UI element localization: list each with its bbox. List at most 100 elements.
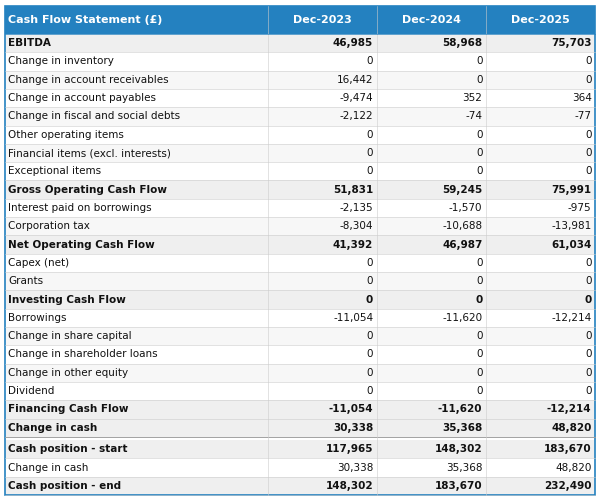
Text: 0: 0 [367,349,373,359]
Text: Change in cash: Change in cash [8,463,89,473]
Text: 16,442: 16,442 [337,75,373,85]
Text: Financial items (excl. interests): Financial items (excl. interests) [8,148,171,158]
Bar [5,309,595,327]
Text: EBITDA: EBITDA [8,38,51,48]
Text: 0: 0 [585,331,592,341]
Text: 48,820: 48,820 [555,463,592,473]
Text: Cash position - start: Cash position - start [8,444,128,454]
Text: 0: 0 [585,276,592,286]
Bar [5,6,595,34]
Bar [5,89,595,107]
Text: -8,304: -8,304 [340,221,373,231]
Text: -11,054: -11,054 [333,313,373,323]
Bar [5,272,595,290]
Text: Dec-2024: Dec-2024 [402,15,461,25]
Text: 0: 0 [367,386,373,396]
Text: Interest paid on borrowings: Interest paid on borrowings [8,203,152,213]
Text: -74: -74 [466,111,482,121]
Text: Cash Flow Statement (£): Cash Flow Statement (£) [8,15,163,25]
Bar [5,437,595,440]
Text: -13,981: -13,981 [551,221,592,231]
Text: -12,214: -12,214 [547,404,592,414]
Bar [5,144,595,162]
Text: 61,034: 61,034 [551,240,592,250]
Text: 30,338: 30,338 [337,463,373,473]
Text: 0: 0 [367,148,373,158]
Text: 0: 0 [585,386,592,396]
Text: Dec-2023: Dec-2023 [293,15,352,25]
Text: 48,820: 48,820 [551,423,592,433]
Text: Gross Operating Cash Flow: Gross Operating Cash Flow [8,185,167,195]
Text: 75,703: 75,703 [551,38,592,48]
Bar [5,345,595,364]
Text: 0: 0 [585,130,592,140]
Text: Change in share capital: Change in share capital [8,331,132,341]
Text: 0: 0 [476,148,482,158]
Text: 0: 0 [476,386,482,396]
Bar [5,71,595,89]
Text: 41,392: 41,392 [333,240,373,250]
Text: 0: 0 [585,75,592,85]
Text: Dec-2025: Dec-2025 [511,15,570,25]
Text: 183,670: 183,670 [544,444,592,454]
Bar [5,34,595,52]
Text: Change in account receivables: Change in account receivables [8,75,169,85]
Text: 0: 0 [476,276,482,286]
Text: -77: -77 [575,111,592,121]
Text: 30,338: 30,338 [333,423,373,433]
Bar [5,419,595,437]
Text: -9,474: -9,474 [340,93,373,103]
Text: 51,831: 51,831 [333,185,373,195]
Text: 0: 0 [584,294,592,304]
Bar [5,181,595,199]
Text: 148,302: 148,302 [435,444,482,454]
Text: 0: 0 [585,349,592,359]
Text: 0: 0 [476,130,482,140]
Text: 0: 0 [585,56,592,66]
Text: 0: 0 [475,294,482,304]
Text: 0: 0 [367,56,373,66]
Text: 0: 0 [367,258,373,268]
Text: Cash position - end: Cash position - end [8,481,122,491]
Bar [5,440,595,459]
Text: -975: -975 [568,203,592,213]
Text: 0: 0 [476,258,482,268]
Text: 352: 352 [463,93,482,103]
Bar [5,459,595,477]
Bar [5,162,595,181]
Text: 0: 0 [476,368,482,378]
Text: Net Operating Cash Flow: Net Operating Cash Flow [8,240,155,250]
Text: -12,214: -12,214 [551,313,592,323]
Text: Change in cash: Change in cash [8,423,98,433]
Text: 46,985: 46,985 [333,38,373,48]
Text: 0: 0 [476,331,482,341]
Text: 183,670: 183,670 [435,481,482,491]
Bar [5,253,595,272]
Text: Change in fiscal and social debts: Change in fiscal and social debts [8,111,181,121]
Text: 75,991: 75,991 [551,185,592,195]
Text: 0: 0 [367,331,373,341]
Text: 0: 0 [367,368,373,378]
Text: Change in shareholder loans: Change in shareholder loans [8,349,158,359]
Text: -11,620: -11,620 [438,404,482,414]
Text: -2,135: -2,135 [340,203,373,213]
Text: 148,302: 148,302 [326,481,373,491]
Bar [5,382,595,400]
Text: 58,968: 58,968 [442,38,482,48]
Bar [5,236,595,253]
Text: Corporation tax: Corporation tax [8,221,90,231]
Text: 0: 0 [367,276,373,286]
Text: 364: 364 [572,93,592,103]
Text: 0: 0 [476,75,482,85]
Text: 0: 0 [585,258,592,268]
Text: Exceptional items: Exceptional items [8,166,101,176]
Text: 35,368: 35,368 [446,463,482,473]
Text: 0: 0 [585,166,592,176]
Text: Grants: Grants [8,276,44,286]
Text: Change in inventory: Change in inventory [8,56,114,66]
Bar [5,217,595,236]
Text: 0: 0 [476,56,482,66]
Text: -11,054: -11,054 [329,404,373,414]
Bar [5,400,595,419]
Bar [5,52,595,71]
